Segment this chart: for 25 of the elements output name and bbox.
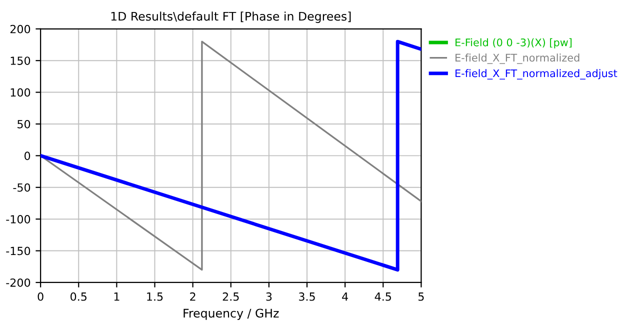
y-tick-label: 200 [10,24,30,34]
x-tick-label: 4 [342,292,348,301]
x-tick-label: 3.5 [299,292,315,301]
legend-label: E-Field (0 0 -3)(X) [pw] [456,38,572,48]
x-tick-label: 2 [190,292,196,301]
y-tick-label: 50 [18,120,30,128]
x-tick-label: 1.5 [147,292,163,301]
x-tick-label: 1 [114,292,120,301]
x-tick-label: 0.5 [70,292,86,301]
y-tick-label: 150 [10,56,30,65]
x-axis-title: Frequency / GHz [184,308,279,320]
y-tick-label: -200 [6,278,30,287]
y-tick-label: -100 [6,215,30,224]
y-tick-label: 100 [10,88,30,97]
y-tick-label: -50 [13,183,30,192]
legend-label: E-field_X_FT_normalized_adjust [456,69,618,80]
legend-label: E-field_X_FT_normalized [456,54,580,64]
x-tick-label: 4.5 [374,292,391,301]
y-tick-label: -150 [6,246,30,256]
x-tick-label: 3 [266,292,272,301]
x-tick-label: 2.5 [222,292,239,301]
y-tick-label: 0 [24,152,30,160]
x-tick-label: 5 [418,292,424,301]
chart-title: 1D Results\default FT [Phase in Degrees] [111,12,351,24]
x-tick-label: 0 [38,292,44,301]
